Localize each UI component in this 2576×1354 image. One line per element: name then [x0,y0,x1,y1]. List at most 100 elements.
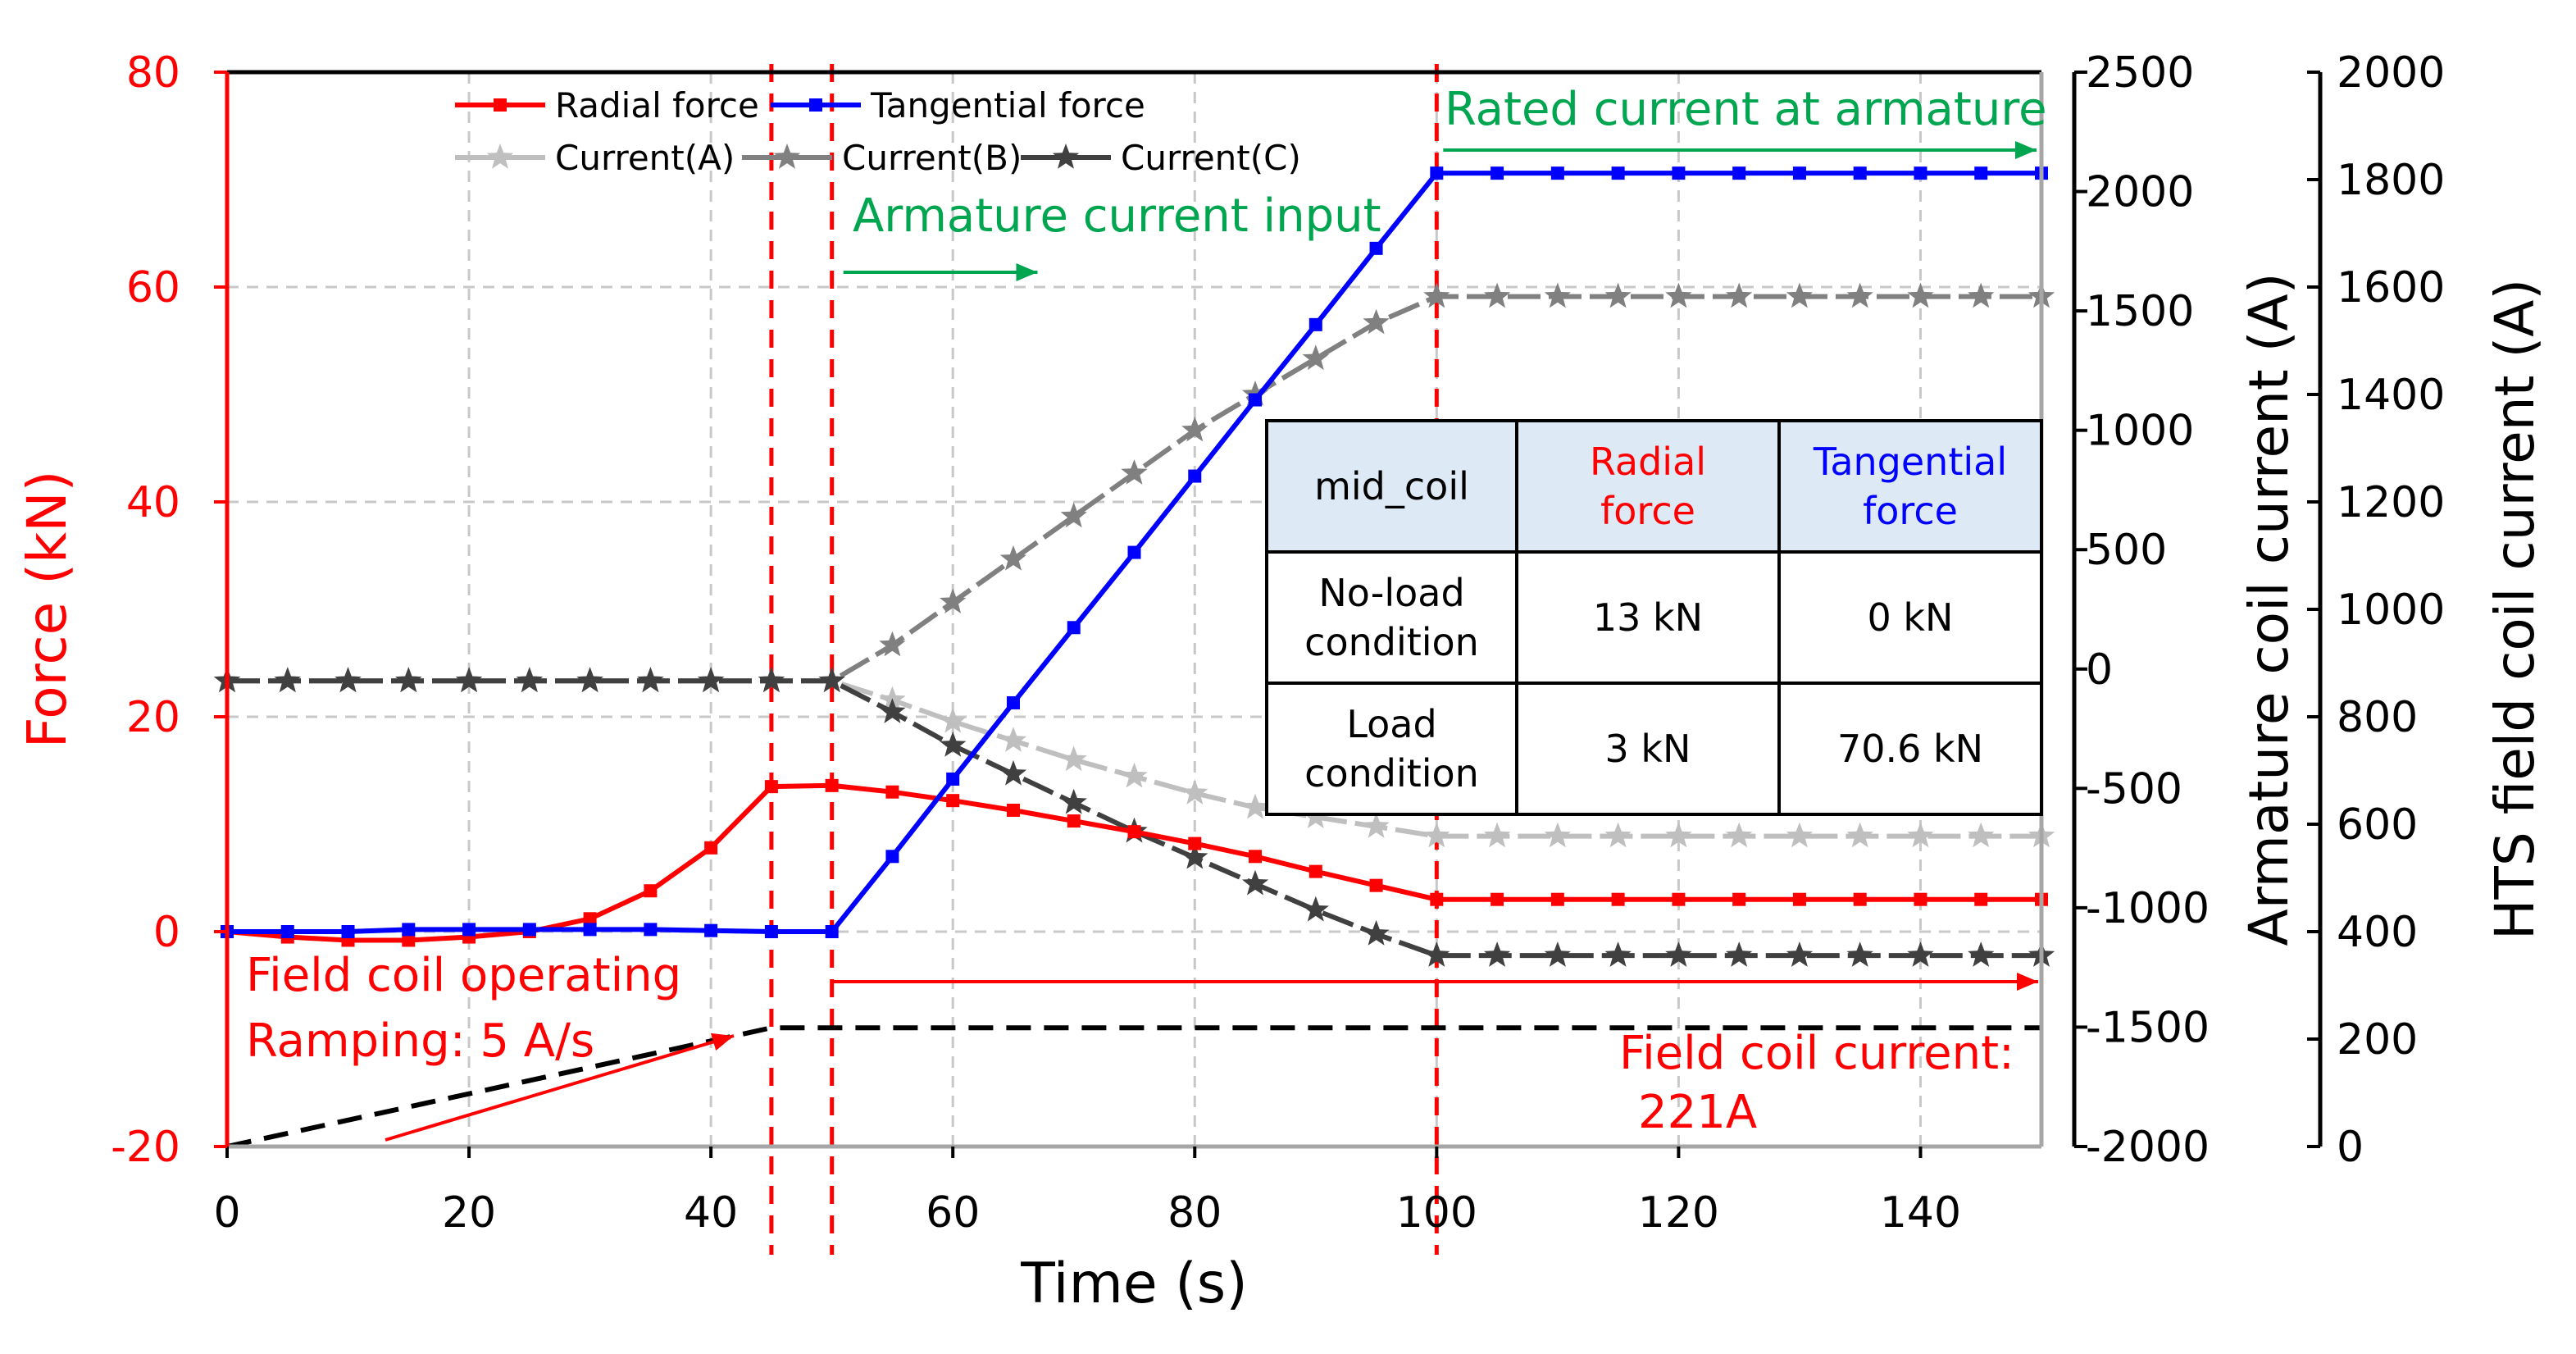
table-cell-line: Load [1346,702,1436,746]
ramping-arrow [385,1033,735,1142]
current-a-point [1786,822,1814,848]
current-b-point [1604,282,1632,308]
hts-tick-label: 1400 [2337,371,2445,420]
current-c-point [1060,788,1087,814]
x-tick-label: 40 [684,1188,738,1238]
radial-force-point [1611,892,1625,906]
armature-tick-label: 0 [2086,645,2113,695]
current-b-point [1121,459,1148,485]
current-c-point [637,667,664,693]
radial-force-point [1067,814,1081,828]
radial-force-point [1672,892,1686,906]
current-c-point [1786,941,1814,967]
table-header-cell-line: force [1600,489,1695,533]
tangential-force-point [1672,166,1686,180]
legend-entry-tangential-force: Tangential force [771,85,1145,125]
force-tick-label: 60 [126,263,180,312]
radial-force-point [1853,892,1867,906]
field-coil-current-line [226,1025,2041,1149]
rated-current-arrow-head [2015,141,2037,159]
radial-force-point [1006,803,1020,817]
table-header-cell: Radial force [1590,440,1706,533]
current-c-point [1302,896,1329,922]
current-c-point [395,667,422,693]
table-cell-line: No-load [1318,571,1464,615]
current-a-point [1846,822,1873,848]
hts-tick-label: 200 [2337,1015,2418,1065]
current-c-point [1604,941,1632,967]
hts-tick-label: 400 [2337,908,2418,957]
current-c-point [1968,941,1995,967]
current-c-point [1483,941,1511,967]
hts-tick-label: 1800 [2337,156,2445,205]
table-cell: 13 kN [1593,595,1703,640]
current-b-point [1968,282,1995,308]
x-tick-label: 100 [1396,1188,1477,1238]
current-c-point [1423,941,1450,967]
legend-label: Tangential force [870,85,1145,125]
legend-swatch-marker [486,144,514,169]
table-header-cell-line: Radial [1590,440,1706,484]
current-a-point [1241,793,1269,819]
table-header-background [1267,421,2041,552]
current-c-point [879,698,906,723]
current-a-point [1363,812,1390,838]
armature-axis-label: Armature coil current (A) [2237,273,2301,946]
current-a-point [1544,822,1571,848]
radial-force-point [583,912,597,926]
rated-current-arrow [1443,141,2037,159]
current-c-point [455,667,483,693]
tangential-force-point [1491,166,1504,180]
armature-tick-label: -1000 [2086,884,2210,933]
current-c-point [1846,941,1873,967]
armature-tick-label: -2000 [2086,1123,2210,1172]
field-steady-arrow [833,973,2038,991]
force-tick-label: 0 [153,908,180,957]
current-b-point [1060,502,1087,528]
x-tick-label: 140 [1880,1188,1961,1238]
ramping-arrow-shaft [385,1034,735,1142]
tangential-force-point [1067,621,1081,635]
current-c-point [1181,843,1208,869]
current-b-point [1726,282,1753,308]
x-axis-label: Time (s) [1020,1251,1248,1316]
armature-tick-label: 1500 [2086,287,2194,336]
radial-force-point [402,933,416,947]
radial-force-point [825,778,839,792]
force-tick-label: 20 [126,693,180,742]
legend-entry-current-c: Current(C) [1021,138,1301,178]
force-tick-label: 80 [126,48,180,98]
table-border [1265,419,2043,816]
current-a-point [1060,745,1087,772]
current-a-point [1907,822,1934,848]
x-tick-label: 0 [213,1188,240,1238]
current-b-point [879,631,906,657]
current-b-point [1302,344,1329,371]
radial-force-point [704,841,718,855]
table-header-cell-line: Tangential [1813,440,2007,484]
current-b-point [1423,282,1450,308]
hts-tick-label: 1000 [2337,586,2445,635]
tangential-force-point [1974,166,1988,180]
armature-input-arrow [843,263,1038,281]
radial-force-point [1308,864,1322,878]
current-c-series [213,667,2055,967]
tangential-force-point [1550,166,1564,180]
legend-label: Current(B) [842,138,1022,178]
current-a-point [1423,822,1450,848]
tangential-force-point [764,925,778,938]
armature-tick-label: -1500 [2086,1003,2210,1052]
tangential-force-point [1853,166,1867,180]
legend-entry-current-a: Current(A) [455,138,735,178]
current-c-point [1907,941,1934,967]
tangential-force-point [1188,469,1202,483]
radial-force-point [1914,892,1927,906]
current-b-point [1241,381,1269,406]
annotation-fcc1: Field coil current: [1619,1027,2014,1080]
table-header-cell-line: force [1863,489,1958,533]
table-cell: 3 kN [1605,727,1691,771]
x-tick-label: 120 [1638,1188,1719,1238]
tangential-force-point [1914,166,1927,180]
hts-tick-label: 1600 [2337,263,2445,312]
